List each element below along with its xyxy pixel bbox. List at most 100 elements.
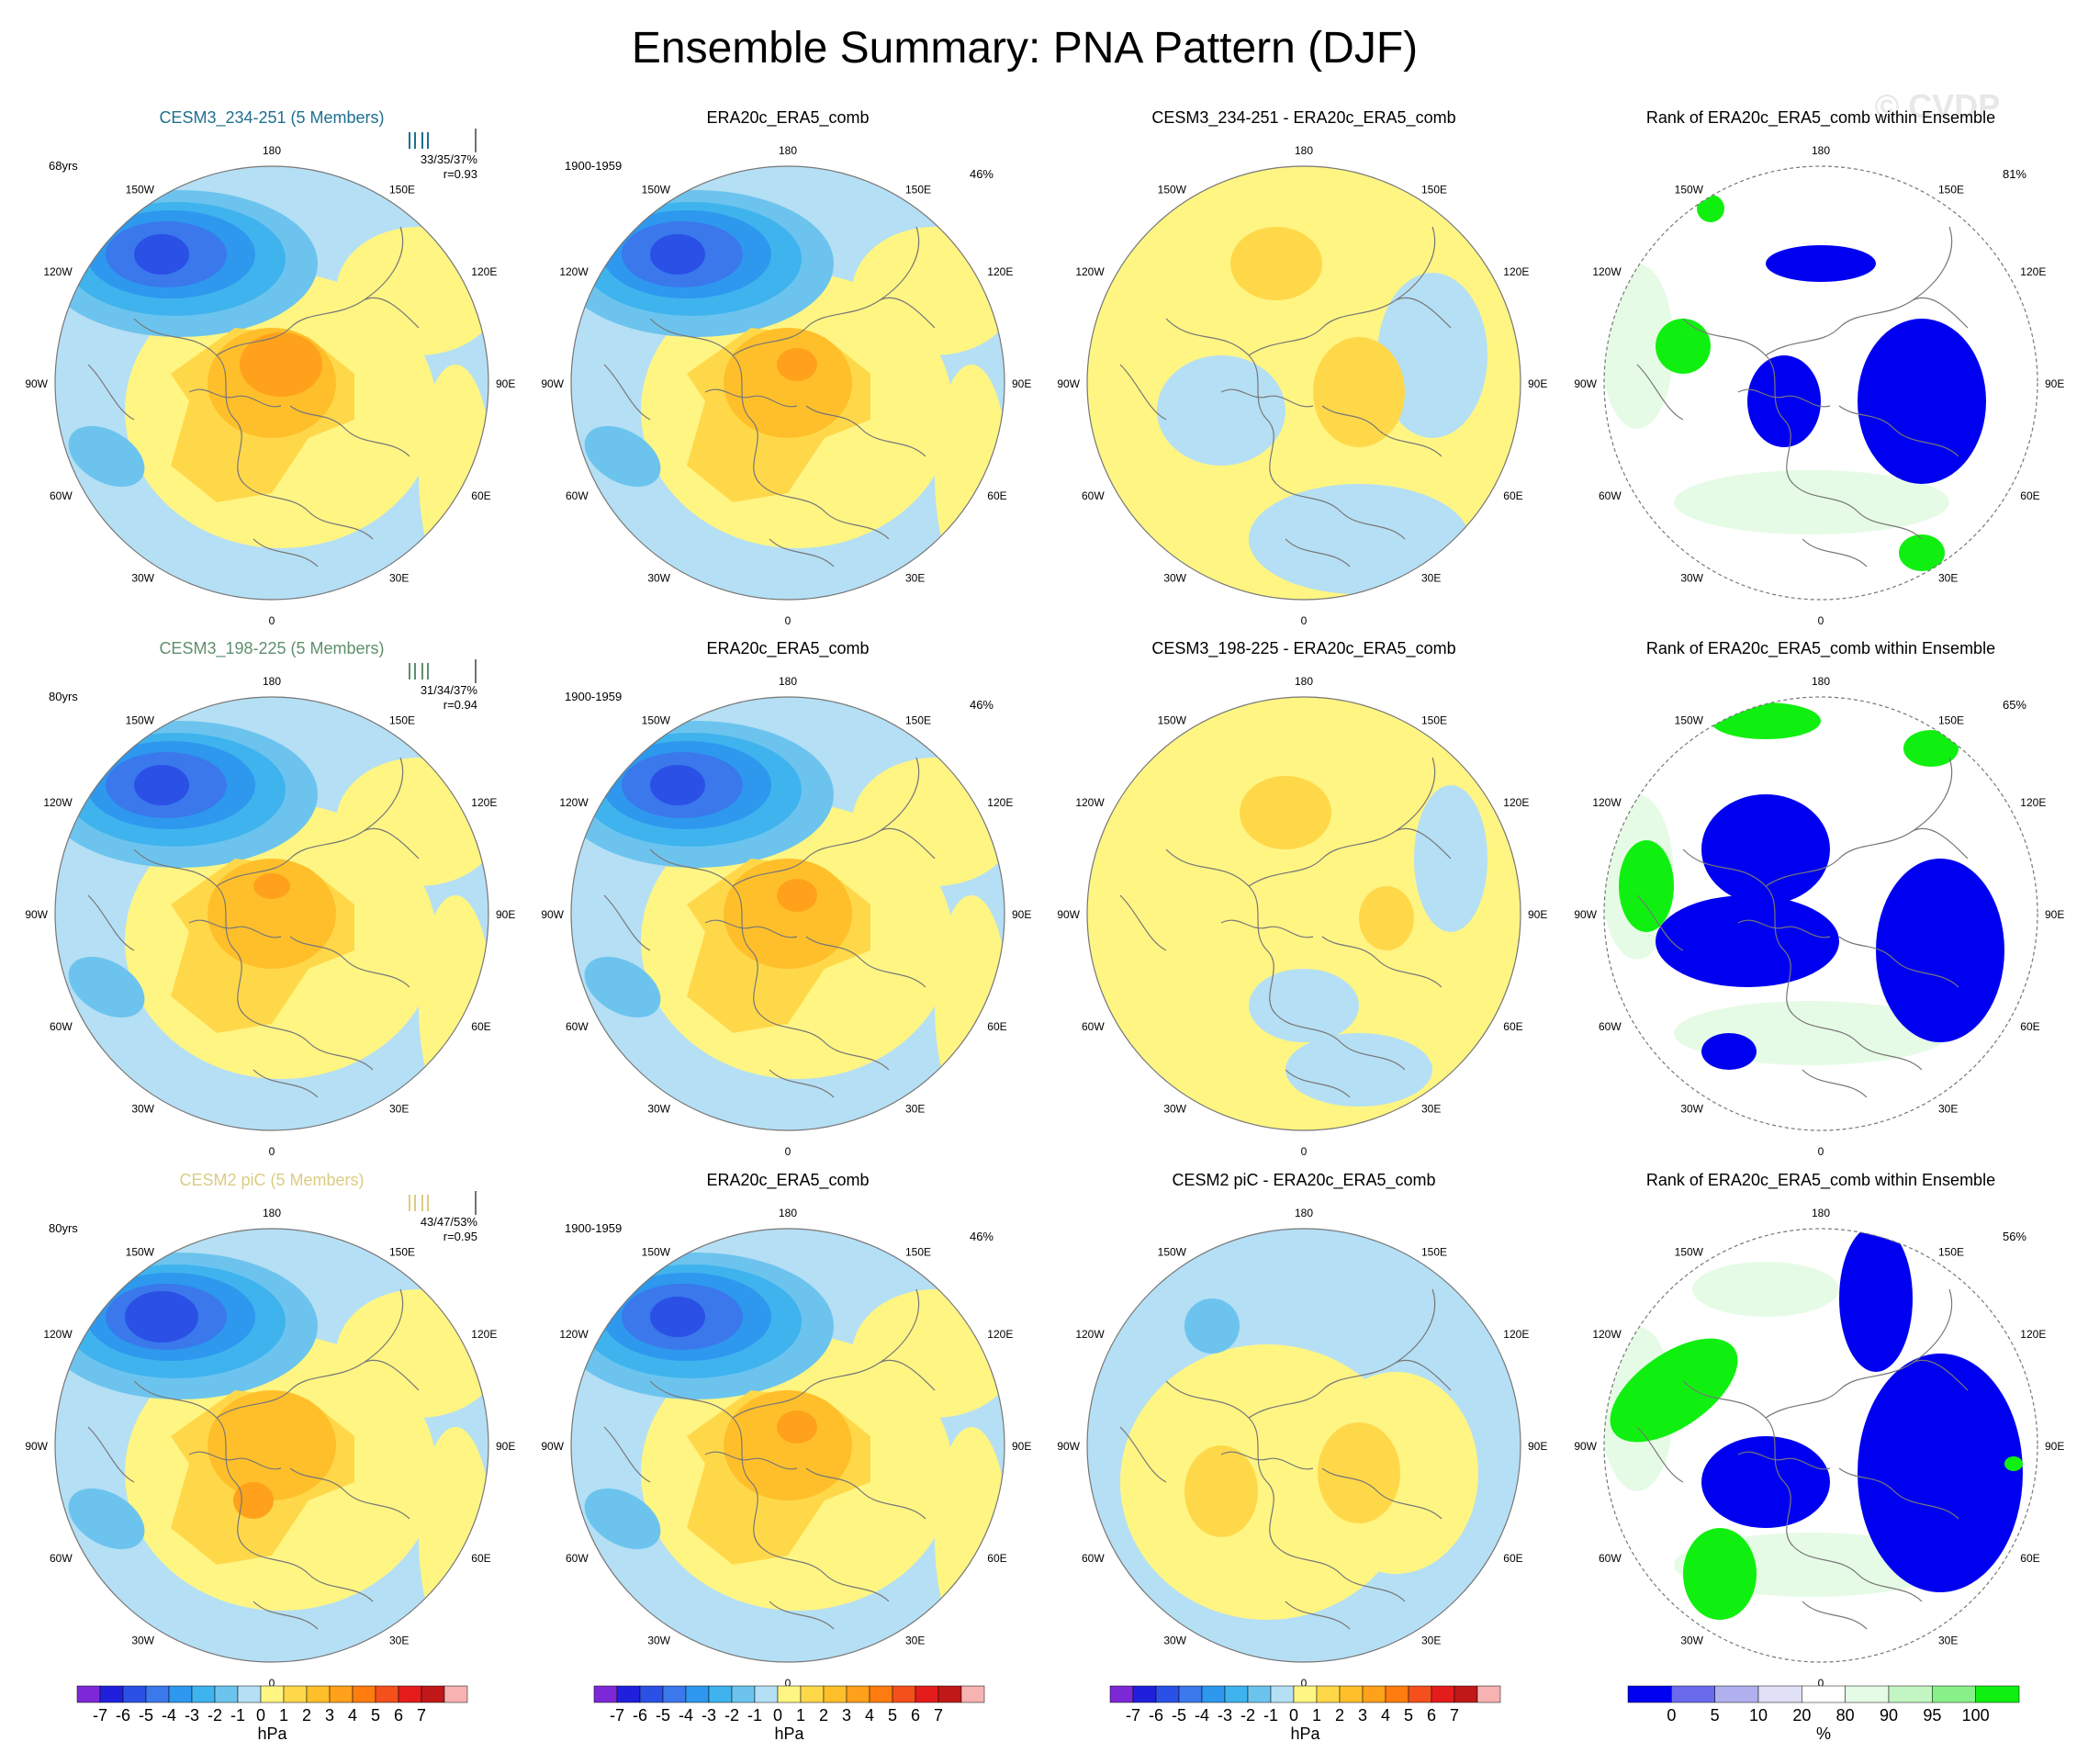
longitude-label: 60W xyxy=(566,1020,589,1033)
coastline xyxy=(1802,1601,1868,1630)
longitude-label: 120W xyxy=(559,265,589,278)
contour-region xyxy=(1903,730,1959,767)
coastline xyxy=(879,1288,920,1364)
coastline xyxy=(769,538,835,567)
coastline xyxy=(289,405,410,457)
longitude-label: 60W xyxy=(1082,1020,1105,1033)
coastline xyxy=(1765,827,1969,887)
longitude-label: 90W xyxy=(1057,908,1080,921)
colorbar-label: 0 xyxy=(1667,1706,1676,1725)
longitude-label: 30W xyxy=(1680,1634,1703,1646)
longitude-label: 90E xyxy=(1012,908,1031,921)
colorbar-label: 7 xyxy=(934,1706,943,1725)
coastline xyxy=(1395,226,1436,301)
colorbar-label: 6 xyxy=(1427,1706,1436,1725)
colorbar-swatch xyxy=(1109,1685,1134,1703)
contour-region xyxy=(777,1410,817,1444)
slp-colorbar: -7 -6 -5 -4 -3 -2 -1 0 1 2 3 4 5 6 7 hPa xyxy=(1109,1685,1501,1743)
contour-region xyxy=(419,895,488,1116)
slp-colorbar: -7 -6 -5 -4 -3 -2 -1 0 1 2 3 4 5 6 7 hPa xyxy=(593,1685,985,1743)
contour-region xyxy=(1318,1422,1400,1523)
longitude-label: 30W xyxy=(131,571,154,584)
ensemble-spread-ticks xyxy=(409,1191,477,1215)
longitude-label: 60W xyxy=(566,1552,589,1565)
colorbar-swatch xyxy=(708,1685,733,1703)
coastline xyxy=(1248,827,1452,887)
longitude-label: 0 xyxy=(785,1677,791,1690)
colorbar-swatch xyxy=(823,1685,848,1703)
panel-r3-obs: ERA20c_ERA5_comb 180 150E 120E 90E 60E 30E 0 30W… xyxy=(541,1171,1031,1690)
coastline xyxy=(769,1069,835,1098)
contour-region xyxy=(584,425,661,488)
longitude-label: 150E xyxy=(905,1246,931,1259)
longitude-label: 180 xyxy=(1295,144,1313,157)
longitude-label: 0 xyxy=(1818,614,1824,627)
longitude-label: 60W xyxy=(1599,489,1622,502)
contour-region xyxy=(724,1390,852,1500)
contour-region xyxy=(336,227,488,355)
longitude-label: 120E xyxy=(987,796,1013,809)
longitude-label: 120W xyxy=(559,1328,589,1341)
contour-region xyxy=(1184,1298,1240,1354)
longitude-label: 30E xyxy=(1938,1102,1958,1115)
coastline xyxy=(289,1467,410,1520)
coastline xyxy=(1792,1014,1923,1071)
longitude-label: 180 xyxy=(1295,1207,1313,1219)
coastline xyxy=(1220,1451,1314,1470)
longitude-label: 60E xyxy=(2020,489,2039,502)
watermark: © CVDP xyxy=(1875,87,2001,125)
longitude-label: 60E xyxy=(471,1020,490,1033)
coastline xyxy=(1838,936,1959,988)
contour-region xyxy=(650,234,705,275)
longitude-label: 90E xyxy=(1528,377,1547,390)
colorbar-label: -7 xyxy=(1126,1706,1140,1725)
longitude-label: 90W xyxy=(1574,377,1597,390)
contour-region xyxy=(1876,859,2004,1042)
contour-region xyxy=(336,758,488,886)
map-field xyxy=(1087,166,1521,600)
colorbar-swatch xyxy=(1476,1685,1501,1703)
rank-colorbar: 0 5 10 20 80 90 95 100% xyxy=(1627,1685,2020,1743)
colorbar-swatch xyxy=(1247,1685,1272,1703)
panel-title: CESM2 piC (5 Members) xyxy=(179,1171,364,1189)
colorbar-swatch xyxy=(1201,1685,1226,1703)
map-boundary xyxy=(1086,1228,1521,1663)
coastline xyxy=(87,894,135,951)
coastline xyxy=(1248,297,1452,356)
map-boundary xyxy=(570,165,1005,601)
coastline xyxy=(243,1545,374,1602)
longitude-label: 0 xyxy=(1301,614,1308,627)
longitude-label: 120E xyxy=(1503,1328,1529,1341)
longitude-label: 90E xyxy=(1012,377,1031,390)
longitude-label: 30E xyxy=(905,1102,925,1115)
obs-period: 1900-1959 xyxy=(565,159,622,173)
longitude-label: 180 xyxy=(1812,144,1830,157)
coastline xyxy=(133,318,245,485)
contour-region xyxy=(724,328,852,438)
coastline xyxy=(732,297,936,356)
longitude-label: 120W xyxy=(1592,1328,1622,1341)
coastline xyxy=(253,1601,319,1630)
coastline xyxy=(1682,1380,1794,1547)
longitude-label: 30W xyxy=(131,1102,154,1115)
colorbar-unit: % xyxy=(1816,1725,1831,1743)
colorbar-swatch xyxy=(1627,1685,1672,1703)
colorbar-swatch xyxy=(76,1685,101,1703)
obs-pct: 46% xyxy=(970,167,993,181)
pattern-corr: r=0.93 xyxy=(443,167,477,181)
colorbar-label: -6 xyxy=(633,1706,647,1725)
longitude-label: 120E xyxy=(471,1328,497,1341)
coastline xyxy=(1802,1069,1868,1098)
colorbar-label: -6 xyxy=(1149,1706,1163,1725)
panel-r2-obs: ERA20c_ERA5_comb 180 150E 120E 90E 60E 30E 0 30W… xyxy=(541,639,1031,1158)
map-boundary xyxy=(54,696,489,1131)
colorbar-label: 4 xyxy=(1381,1706,1390,1725)
longitude-label: 90W xyxy=(25,908,48,921)
colorbar-label: 5 xyxy=(888,1706,897,1725)
map-field xyxy=(55,697,488,1130)
longitude-label: 150W xyxy=(126,1246,155,1259)
colorbar-label: 3 xyxy=(325,1706,334,1725)
coastline xyxy=(759,1545,890,1602)
coastline xyxy=(1165,1380,1277,1547)
colorbar-label: -2 xyxy=(724,1706,739,1725)
